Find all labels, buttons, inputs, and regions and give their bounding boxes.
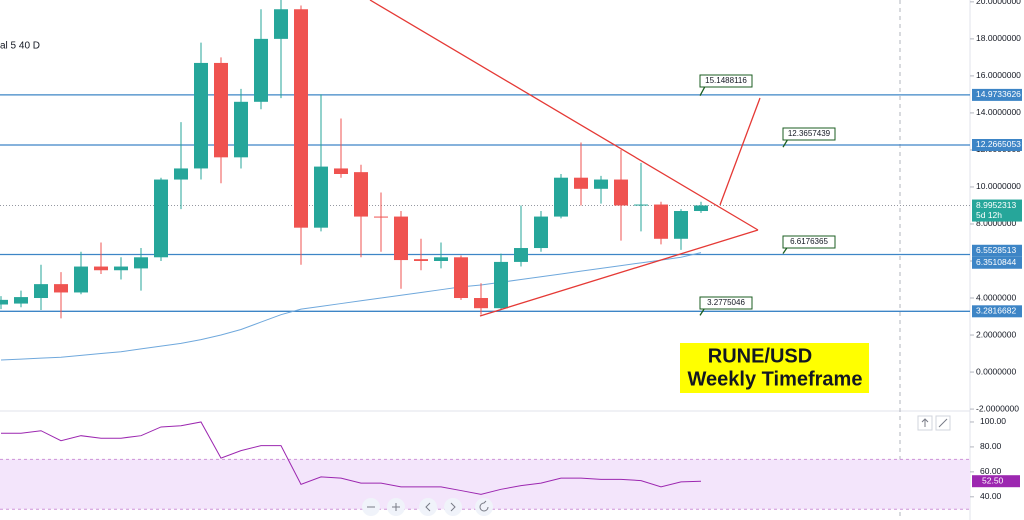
callout-label: 15.1488116 <box>705 76 747 85</box>
icon <box>479 500 489 512</box>
rsi-line <box>1 421 702 495</box>
callout-box <box>782 235 836 249</box>
candle-body <box>594 179 608 189</box>
candle-body <box>254 38 268 102</box>
candle-body <box>114 266 128 271</box>
candle-body <box>414 259 428 261</box>
candle-body <box>34 284 48 299</box>
y-tick-label: 0.0000000 <box>976 366 1016 376</box>
price-tag <box>972 305 1022 318</box>
candle-body <box>94 266 108 271</box>
callout-label: 6.6176365 <box>790 237 828 246</box>
callout-label: 3.2775046 <box>707 298 745 307</box>
candle-body <box>154 179 168 258</box>
scroll-left[interactable] <box>419 498 437 516</box>
y-tick-label: 80.00 <box>980 441 1002 451</box>
candle-body <box>214 62 228 158</box>
candle-body <box>494 261 508 309</box>
candle-body <box>634 204 648 206</box>
toolbar <box>362 415 951 516</box>
candle-body <box>694 205 708 212</box>
callout-box <box>699 74 753 88</box>
candle-body <box>54 284 68 293</box>
candle-body <box>374 216 388 218</box>
icon <box>921 418 929 423</box>
candle-body <box>334 168 348 174</box>
chart-subtitle: Weekly Timeframe <box>688 368 863 390</box>
candle-body <box>194 62 208 169</box>
price-tag <box>972 138 1022 151</box>
price-tag <box>972 256 1022 269</box>
candle-body <box>14 297 28 304</box>
callout-label: 12.3657439 <box>788 129 831 138</box>
icon <box>425 502 431 512</box>
icon <box>938 418 948 428</box>
y-tick-label: 18.0000000 <box>976 33 1021 43</box>
rsi-tag-label: 52.50 <box>982 475 1004 485</box>
price-tag-note: 5d 12h <box>976 210 1002 220</box>
y-tick-label: 8.0000000 <box>976 218 1016 228</box>
price-tag <box>972 244 1022 257</box>
callout-box <box>782 127 836 141</box>
candle-body <box>554 177 568 217</box>
candle-body <box>654 204 668 239</box>
candle-body <box>534 216 548 249</box>
candle-body <box>314 166 328 228</box>
price-tag-label: 14.9733626 <box>976 89 1021 99</box>
candle-body <box>0 299 8 305</box>
y-tick-label: -2.0000000 <box>976 403 1019 413</box>
candle-body <box>474 298 488 309</box>
candle-body <box>674 211 688 239</box>
candle-body <box>274 9 288 39</box>
y-tick-label: 100.00 <box>980 416 1006 426</box>
candle-body <box>174 168 188 180</box>
candle-body <box>454 257 468 299</box>
candle-body <box>294 9 308 228</box>
price-tag <box>972 88 1022 101</box>
y-tick-label: 60.00 <box>980 466 1002 476</box>
indicator-label: al 5 40 D <box>0 41 40 52</box>
candle-body <box>74 266 88 293</box>
candle-body <box>614 179 628 206</box>
y-tick-label: 40.00 <box>980 491 1002 501</box>
y-tick-label: 20.0000000 <box>976 0 1021 6</box>
price-tag <box>972 199 1022 222</box>
price-tag-label: 12.2665053 <box>976 139 1021 149</box>
title-box <box>680 343 869 393</box>
y-tick-label: 2.0000000 <box>976 329 1016 339</box>
projection-arrow <box>719 97 761 206</box>
price-tag-label: 3.2816682 <box>976 306 1016 316</box>
price-tag-label: 6.5528513 <box>976 245 1016 255</box>
scroll-right[interactable] <box>444 498 462 516</box>
candle-body <box>514 248 528 262</box>
candle-body <box>134 257 148 269</box>
y-tick-label: 10.0000000 <box>976 181 1021 191</box>
candle-body <box>434 257 448 261</box>
moving-average <box>0 252 702 361</box>
y-tick-label: 4.0000000 <box>976 292 1016 302</box>
candle-body <box>394 216 408 261</box>
candle-body <box>574 177 588 189</box>
trend-line <box>479 229 759 317</box>
candle-body <box>354 172 368 217</box>
trend-line <box>369 0 759 231</box>
candle-body <box>234 101 248 158</box>
reset[interactable] <box>475 498 493 516</box>
chart-title: RUNE/USD <box>708 345 812 367</box>
price-tag-label: 8.9952313 <box>976 200 1016 210</box>
callout-box <box>699 296 753 310</box>
icon <box>450 502 456 512</box>
rsi-tag <box>972 475 1020 488</box>
price-tag-label: 6.3510844 <box>976 257 1016 267</box>
y-tick-label: 16.0000000 <box>976 70 1021 80</box>
y-tick-label: 14.0000000 <box>976 107 1021 117</box>
